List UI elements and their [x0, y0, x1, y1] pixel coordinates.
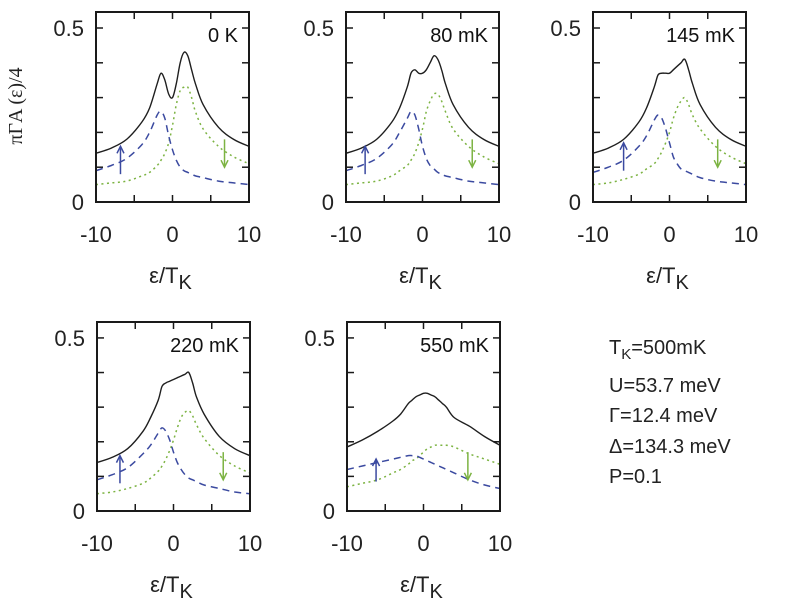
temperature-label: 0 K: [208, 25, 239, 47]
spin-down-arrow-icon: [220, 139, 229, 169]
temperature-label: 80 mK: [430, 25, 488, 47]
series-spin-up: [347, 454, 500, 490]
x-tick-label: 10: [238, 531, 262, 556]
series-spin-up: [346, 110, 499, 186]
param-gamma: Γ=12.4 meV: [609, 405, 718, 427]
series-total: [593, 58, 746, 154]
spin-up-arrow-icon: [619, 141, 628, 171]
y-axis-label: πΓA (ε)/4: [5, 67, 27, 144]
panel-145-mk: 0 0.5 -10 0 10 ε/TK 145 mK: [550, 11, 758, 294]
plot-area: [347, 392, 500, 490]
x-tick-label: -10: [577, 222, 609, 247]
temperature-label: 145 mK: [666, 25, 736, 47]
spin-down-arrow-icon: [219, 452, 228, 482]
x-axis-label: ε/TK: [150, 572, 193, 603]
y-tick-label: 0: [73, 499, 85, 524]
x-tick-label: -10: [330, 222, 362, 247]
temperature-label: 550 mK: [420, 335, 490, 357]
param-tk: TK=500mK: [609, 337, 707, 363]
x-axis-label: ε/TK: [400, 572, 443, 603]
series-total: [346, 55, 499, 154]
plot-area: [97, 371, 250, 495]
y-tick-label: 0: [569, 190, 581, 215]
x-tick-label: 10: [237, 222, 261, 247]
x-tick-label: -10: [81, 531, 113, 556]
x-axis-label: ε/TK: [646, 263, 689, 294]
plot-area: [593, 58, 746, 186]
series-total: [97, 371, 250, 464]
series-total: [96, 51, 249, 154]
panel-550-mk: 0 0.5 -10 0 10 ε/TK 550 mK: [304, 321, 512, 603]
series-spin-down: [347, 444, 500, 488]
x-tick-label: 0: [167, 531, 179, 556]
spin-up-arrow-icon: [116, 144, 125, 175]
y-tick-label: 0.5: [303, 16, 334, 41]
param-delta: Δ=134.3 meV: [609, 435, 731, 458]
x-tick-label: 0: [417, 531, 429, 556]
series-spin-up: [96, 110, 249, 186]
spin-up-arrow-icon: [115, 453, 125, 484]
spin-down-arrow-icon: [713, 139, 722, 169]
series-spin-down: [346, 92, 499, 186]
series-spin-down: [97, 409, 250, 495]
param-u: U=53.7 meV: [609, 374, 721, 397]
x-tick-label: 0: [416, 222, 428, 247]
panel-220-mk: 0 0.5 -10 0 10 ε/TK 220 mK: [54, 321, 262, 603]
x-tick-label: 0: [663, 222, 675, 247]
y-tick-label: 0.5: [550, 16, 581, 41]
spin-down-arrow-icon: [463, 452, 473, 482]
series-spin-up: [593, 114, 746, 186]
x-tick-label: 0: [166, 222, 178, 247]
spin-down-arrow-icon: [468, 139, 477, 169]
plot-area: [346, 55, 499, 186]
y-tick-label: 0.5: [304, 326, 335, 351]
panel-80-mk: 0 0.5 -10 0 10 ε/TK 80 mK: [303, 11, 511, 294]
y-tick-label: 0: [322, 190, 334, 215]
spin-up-arrow-icon: [360, 144, 370, 175]
series-spin-down: [96, 85, 249, 186]
x-tick-label: -10: [331, 531, 363, 556]
panel-0-k: 0 0.5 -10 0 10 ε/TK 0 K: [53, 11, 261, 294]
y-tick-label: 0: [323, 499, 335, 524]
x-tick-label: 10: [488, 531, 512, 556]
series-spin-down: [593, 96, 746, 186]
x-axis-label: ε/TK: [149, 263, 192, 294]
y-tick-label: 0.5: [53, 16, 84, 41]
plot-area: [96, 51, 249, 186]
parameter-list: TK=500mK U=53.7 meV Γ=12.4 meV Δ=134.3 m…: [609, 333, 731, 493]
param-p: P=0.1: [609, 466, 662, 488]
spin-up-arrow-icon: [371, 457, 381, 482]
series-spin-up: [97, 427, 250, 495]
x-axis-label: ε/TK: [399, 263, 442, 294]
series-total: [347, 392, 500, 448]
y-tick-label: 0.5: [54, 326, 85, 351]
x-tick-label: 10: [487, 222, 511, 247]
y-tick-label: 0: [72, 190, 84, 215]
x-tick-label: -10: [80, 222, 112, 247]
temperature-label: 220 mK: [170, 335, 240, 357]
x-tick-label: 10: [734, 222, 758, 247]
